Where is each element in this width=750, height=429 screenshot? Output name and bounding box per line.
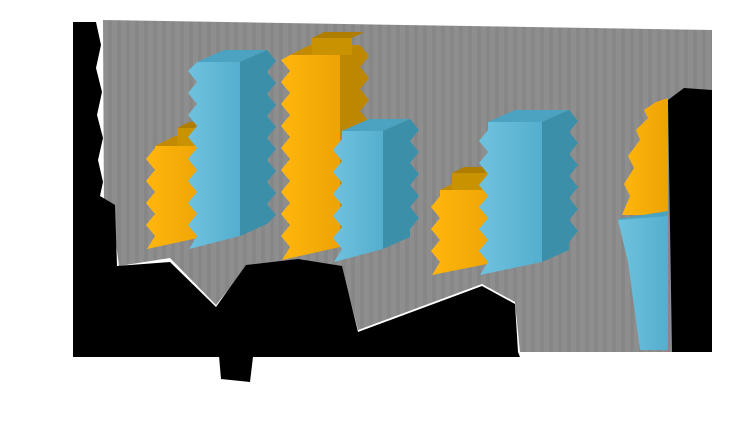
- x-axis-label-ink-block: [219, 356, 253, 382]
- chart-layers: [73, 20, 712, 382]
- right-edge-ink-band: [668, 88, 712, 352]
- bar-blue-1-top: [197, 50, 267, 62]
- y-axis-ink-band-and-label-blobs: [73, 22, 520, 357]
- bar-blue-3-side: [542, 110, 578, 262]
- bar-yellow-2-nub-top: [312, 32, 364, 38]
- bar-yellow-3-front: [431, 190, 497, 275]
- bar-blue-1-side: [240, 50, 276, 236]
- bar-blue-2-top: [342, 119, 410, 131]
- bar-yellow-2-nub-front: [312, 38, 352, 55]
- bar-blue-2-front: [333, 131, 383, 262]
- bar-blue-1-front: [188, 62, 240, 249]
- bar-yellow-2-front: [281, 55, 340, 260]
- bar-yellow-4-front-clipped: [622, 98, 668, 215]
- bar-blue-2-side: [383, 119, 419, 249]
- bar-blue-4-front-clipped: [618, 216, 668, 350]
- bar-blue-3-front: [479, 122, 542, 275]
